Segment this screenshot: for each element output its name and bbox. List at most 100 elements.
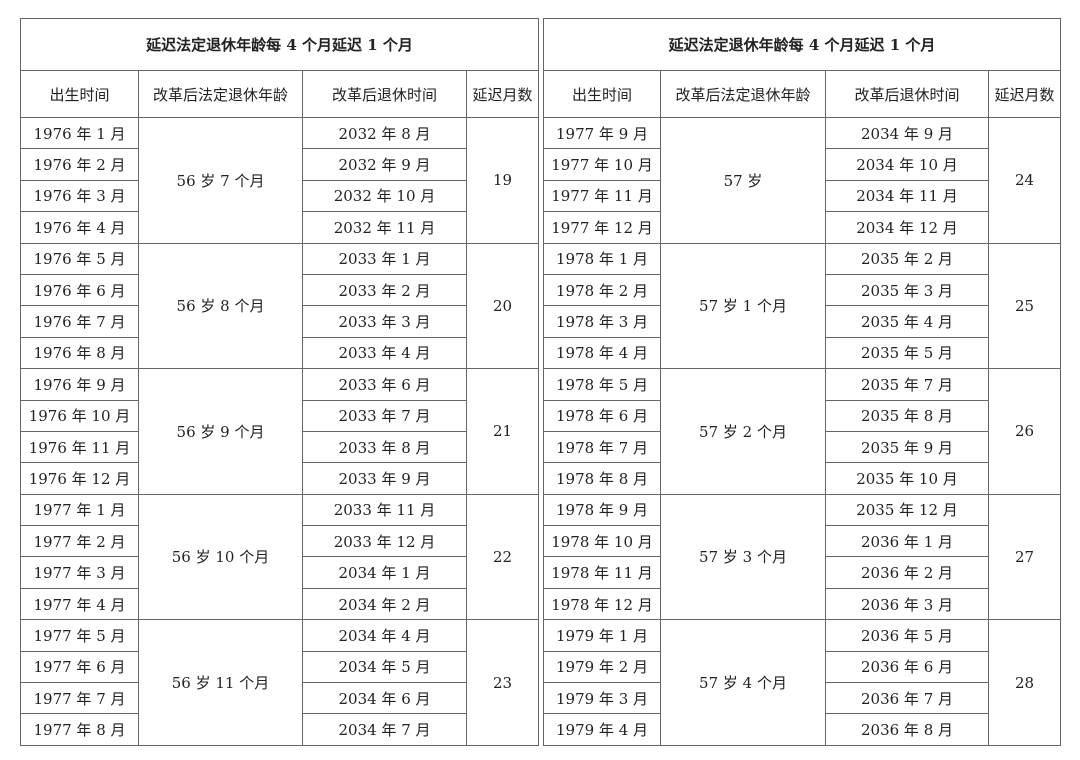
retirement-date: 2034 年 10 月	[825, 148, 989, 181]
data-row: 1978 年 10 月 2036 年 1 月	[543, 525, 1061, 558]
birth-date: 1977 年 1 月	[20, 493, 139, 527]
retirement-age: 57 岁 1 个月	[660, 242, 826, 370]
retirement-date: 2034 年 6 月	[302, 682, 467, 715]
birth-date: 1979 年 2 月	[543, 650, 661, 684]
retirement-age: 56 岁 9 个月	[138, 368, 303, 495]
data-row: 1978 年 3 月 2035 年 4 月	[543, 305, 1061, 338]
table-title: 延迟法定退休年龄每 4 个月延迟 1 个月	[542, 18, 1062, 71]
data-row: 1977 年 1 月 56 岁 10 个月 2033 年 11 月 22	[20, 493, 540, 621]
column-header: 改革后退休时间	[825, 70, 989, 118]
retirement-date: 2036 年 7 月	[825, 682, 989, 715]
column-header: 出生时间	[20, 70, 139, 118]
retirement-date: 2034 年 11 月	[825, 179, 989, 213]
retirement-date: 2034 年 7 月	[302, 713, 467, 746]
data-row: 1976 年 12 月 2033 年 9 月	[20, 462, 539, 495]
retirement-date: 2034 年 4 月	[302, 619, 467, 652]
birth-date: 1977 年 4 月	[20, 587, 139, 621]
retirement-date: 2035 年 2 月	[825, 242, 989, 275]
column-header: 改革后法定退休年龄	[138, 70, 303, 118]
delay-months: 23	[465, 619, 540, 746]
birth-date: 1979 年 3 月	[543, 682, 661, 715]
retirement-date: 2034 年 5 月	[302, 650, 467, 684]
retirement-age: 57 岁 4 个月	[660, 619, 826, 746]
data-row: 1978 年 11 月 2036 年 2 月	[543, 556, 1061, 589]
retirement-date: 2036 年 6 月	[825, 650, 989, 684]
column-header: 延迟月数	[987, 70, 1062, 118]
birth-date: 1976 年 8 月	[20, 336, 139, 370]
birth-date: 1978 年 2 月	[543, 273, 661, 307]
data-row: 1978 年 12 月 2036 年 3 月	[543, 587, 1061, 621]
data-row: 1978 年 8 月 2035 年 10 月	[543, 462, 1061, 495]
retirement-date: 2034 年 1 月	[302, 556, 467, 589]
delay-months: 27	[987, 493, 1062, 621]
birth-date: 1978 年 6 月	[543, 399, 661, 432]
retirement-date: 2033 年 12 月	[302, 525, 467, 558]
retirement-date: 2032 年 10 月	[302, 179, 467, 213]
retirement-date: 2035 年 9 月	[825, 430, 989, 464]
birth-date: 1978 年 10 月	[543, 525, 661, 558]
retirement-date: 2036 年 8 月	[825, 713, 989, 746]
birth-date: 1978 年 5 月	[543, 368, 661, 401]
delay-months: 25	[987, 242, 1062, 370]
birth-date: 1978 年 3 月	[543, 305, 661, 338]
data-table: 延迟法定退休年龄每 4 个月延迟 1 个月 出生时间 改革后法定退休年龄 改革后退休时…	[542, 18, 1062, 746]
retirement-date: 2033 年 6 月	[302, 368, 467, 401]
retirement-age: 56 岁 8 个月	[138, 242, 303, 370]
title-row: 延迟法定退休年龄每 4 个月延迟 1 个月	[542, 18, 1062, 71]
birth-date: 1976 年 7 月	[20, 305, 139, 338]
birth-date: 1976 年 4 月	[20, 211, 139, 244]
retirement-age: 57 岁 2 个月	[660, 368, 826, 495]
birth-date: 1976 年 3 月	[20, 179, 139, 213]
data-row: 1979 年 1 月 57 岁 4 个月 2036 年 5 月 28	[543, 619, 1062, 746]
retirement-date: 2035 年 12 月	[825, 493, 989, 527]
header-row: 出生时间 改革后法定退休年龄 改革后退休时间 延迟月数	[20, 70, 540, 118]
data-row: 1976 年 7 月 2033 年 3 月	[20, 305, 539, 338]
birth-date: 1977 年 3 月	[20, 556, 139, 589]
birth-date: 1978 年 9 月	[543, 493, 661, 527]
retirement-date: 2036 年 2 月	[825, 556, 989, 589]
data-row: 1977 年 9 月 57 岁 2034 年 9 月 24	[543, 116, 1062, 244]
birth-date: 1976 年 5 月	[20, 242, 139, 275]
delay-months: 20	[465, 242, 540, 370]
data-row: 1978 年 9 月 57 岁 3 个月 2035 年 12 月 27	[543, 493, 1062, 621]
birth-date: 1977 年 9 月	[543, 116, 661, 150]
retirement-date: 2035 年 5 月	[825, 336, 989, 370]
birth-date: 1976 年 11 月	[20, 430, 139, 464]
data-row: 1978 年 5 月 57 岁 2 个月 2035 年 7 月 26	[543, 368, 1062, 495]
data-row: 1977 年 11 月 2034 年 11 月	[543, 179, 1061, 213]
retirement-age: 56 岁 7 个月	[138, 117, 303, 244]
retirement-date: 2036 年 3 月	[825, 587, 989, 621]
retirement-date: 2035 年 3 月	[825, 273, 989, 307]
delay-months: 19	[465, 117, 540, 244]
data-row: 1979 年 4 月 2036 年 8 月	[543, 713, 1061, 746]
birth-date: 1976 年 12 月	[20, 462, 139, 495]
retirement-age: 56 岁 11 个月	[138, 619, 303, 746]
data-row: 1976 年 1 月 56 岁 7 个月 2032 年 8 月 19	[20, 116, 540, 244]
retirement-date: 2035 年 10 月	[825, 462, 989, 495]
column-header: 改革后退休时间	[302, 70, 467, 118]
delay-months: 21	[465, 368, 540, 495]
data-row: 1978 年 1 月 57 岁 1 个月 2035 年 2 月 25	[543, 242, 1062, 370]
birth-date: 1976 年 6 月	[20, 273, 139, 307]
table-body: 1976 年 1 月 56 岁 7 个月 2032 年 8 月 19 1976 年 2 …	[20, 116, 540, 746]
retirement-date: 2032 年 8 月	[302, 116, 467, 150]
data-row: 1977 年 3 月 2034 年 1 月	[20, 556, 539, 589]
data-row: 1979 年 2 月 2036 年 6 月	[543, 650, 1061, 684]
birth-date: 1978 年 4 月	[543, 336, 661, 370]
birth-date: 1977 年 7 月	[20, 682, 139, 715]
retirement-date: 2033 年 7 月	[302, 399, 467, 432]
data-row: 1977 年 7 月 2034 年 6 月	[20, 682, 539, 715]
retirement-date: 2032 年 11 月	[302, 211, 467, 244]
birth-date: 1977 年 10 月	[543, 148, 661, 181]
delay-months: 22	[465, 493, 540, 621]
data-row: 1977 年 10 月 2034 年 10 月	[543, 148, 1061, 181]
header-row: 出生时间 改革后法定退休年龄 改革后退休时间 延迟月数	[543, 70, 1062, 118]
retirement-date: 2033 年 2 月	[302, 273, 467, 307]
data-row: 1977 年 12 月 2034 年 12 月	[543, 211, 1061, 244]
retirement-date: 2033 年 4 月	[302, 336, 467, 370]
birth-date: 1977 年 8 月	[20, 713, 139, 746]
column-header: 出生时间	[543, 70, 661, 118]
birth-date: 1978 年 8 月	[543, 462, 661, 495]
retirement-date: 2033 年 8 月	[302, 430, 467, 464]
